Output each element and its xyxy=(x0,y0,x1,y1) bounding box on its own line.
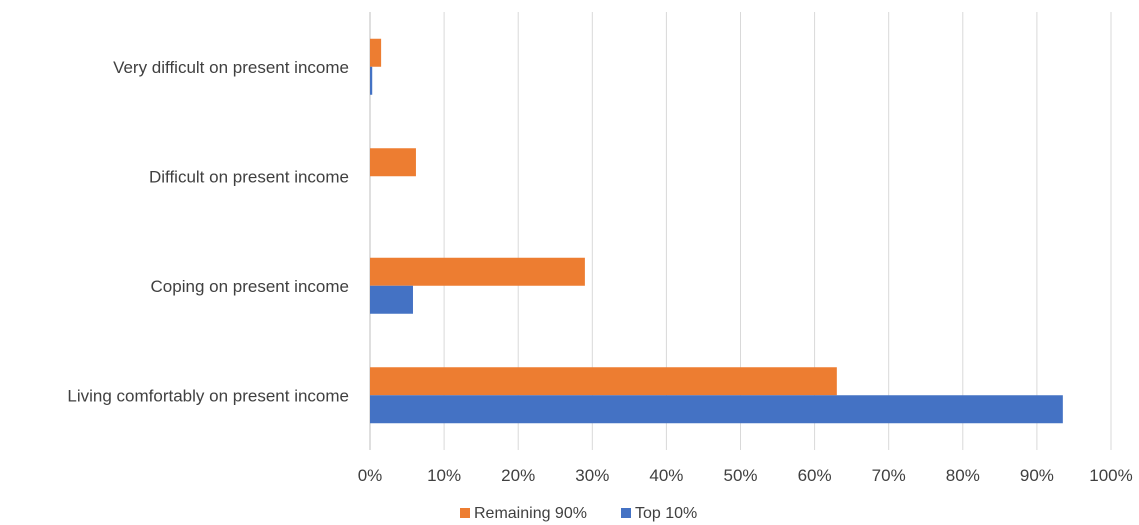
x-tick-label: 60% xyxy=(798,466,832,485)
x-tick-label: 90% xyxy=(1020,466,1054,485)
x-tick-label: 20% xyxy=(501,466,535,485)
category-labels: Very difficult on present income Difficul… xyxy=(67,58,349,406)
bars xyxy=(370,38,1063,424)
legend-swatch xyxy=(621,508,631,518)
bar-top-10 xyxy=(370,66,373,95)
x-tick-label: 80% xyxy=(946,466,980,485)
x-tick-label: 30% xyxy=(575,466,609,485)
category-label: Very difficult on present income xyxy=(113,58,349,77)
legend-label: Remaining 90% xyxy=(474,505,587,522)
legend-label: Top 10% xyxy=(635,505,697,522)
category-label: Living comfortably on present income xyxy=(67,386,349,405)
category-label: Coping on present income xyxy=(151,277,349,296)
x-tick-label: 40% xyxy=(649,466,683,485)
x-tick-label: 100% xyxy=(1089,466,1132,485)
bar-remaining-90 xyxy=(370,148,416,177)
x-tick-label: 70% xyxy=(872,466,906,485)
legend: Remaining 90% Top 10% xyxy=(460,505,697,522)
bar-remaining-90 xyxy=(370,38,382,67)
category-label: Difficult on present income xyxy=(149,167,349,186)
x-tick-label: 50% xyxy=(723,466,757,485)
gridlines xyxy=(369,12,1112,450)
x-tick-label: 0% xyxy=(358,466,383,485)
legend-swatch xyxy=(460,508,470,518)
bar-remaining-90 xyxy=(370,367,837,396)
x-tick-label: 10% xyxy=(427,466,461,485)
bar-top-10 xyxy=(370,285,413,314)
bar-top-10 xyxy=(370,395,1063,424)
bar-remaining-90 xyxy=(370,257,585,286)
x-axis-tick-labels: 0% 10% 20% 30% 40% 50% 60% 70% 80% 90% 100% xyxy=(358,466,1133,485)
